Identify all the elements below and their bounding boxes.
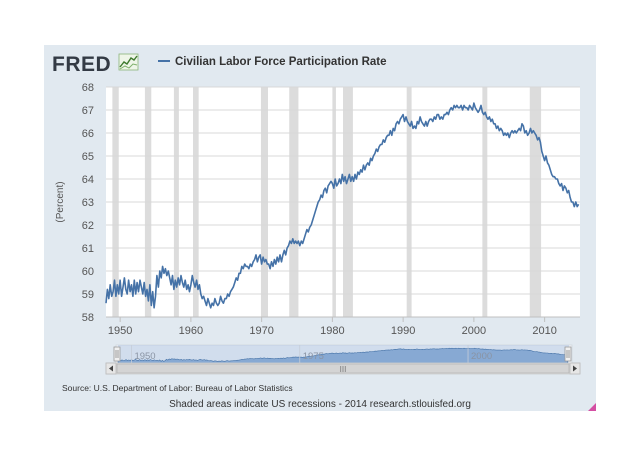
y-tick-label: 62	[82, 220, 94, 232]
x-tick-label: 1960	[179, 325, 203, 337]
y-tick-label: 58	[82, 312, 94, 324]
legend-label: Civilian Labor Force Participation Rate	[175, 56, 387, 68]
scrollbar-thumb[interactable]	[116, 363, 570, 374]
navigator-tick-label: 1950	[134, 351, 155, 362]
y-tick-label: 59	[82, 289, 94, 301]
scroll-right-arrow-icon	[573, 365, 577, 372]
y-tick-label: 63	[82, 197, 94, 209]
navigator-tick-label: 1975	[303, 351, 324, 362]
x-tick-label: 1950	[108, 325, 132, 337]
y-tick-label: 64	[82, 174, 94, 186]
source-text: Source: U.S. Department of Labor: Bureau…	[62, 383, 293, 393]
navigator-series-area	[117, 347, 568, 366]
x-tick-label: 1990	[391, 325, 415, 337]
x-tick-label: 2010	[532, 325, 556, 337]
series-line	[105, 102, 580, 309]
navigator-tick-labels: 1950 1975 2000	[131, 345, 492, 365]
x-tick-label: 2000	[462, 325, 486, 337]
x-tick-label: 1970	[249, 325, 273, 337]
x-tick-labels: 1950 1960 1970 1980 1990 2000 2010	[108, 317, 557, 337]
scrollbar-grip: III	[340, 365, 347, 374]
fred-logo: FRED	[52, 53, 111, 76]
navigator-handle-left[interactable]	[113, 346, 121, 362]
fred-logo-graph-icon	[118, 53, 139, 71]
recession-note: Shaded areas indicate US recessions - 20…	[169, 399, 471, 410]
x-tick-label: 1980	[320, 325, 344, 337]
chart-frame: 58 59 60 61 62 63 64 65 66 67 68 1950 1960 1970 1980 1…	[44, 45, 596, 411]
grid-lines	[106, 86, 580, 318]
y-tick-label: 61	[82, 243, 94, 255]
y-tick-label: 66	[82, 128, 94, 140]
y-tick-label: 60	[82, 266, 94, 278]
y-axis-label: (Percent)	[55, 181, 66, 222]
scroll-left-arrow-icon	[109, 365, 113, 372]
resize-corner-icon[interactable]	[588, 403, 596, 411]
y-tick-labels: 58 59 60 61 62 63 64 65 66 67 68	[82, 82, 94, 324]
y-tick-label: 67	[82, 105, 94, 117]
navigator-handle-right[interactable]	[564, 346, 572, 362]
y-tick-label: 65	[82, 151, 94, 163]
y-tick-label: 68	[82, 82, 94, 94]
navigator-tick-label: 2000	[471, 351, 492, 362]
